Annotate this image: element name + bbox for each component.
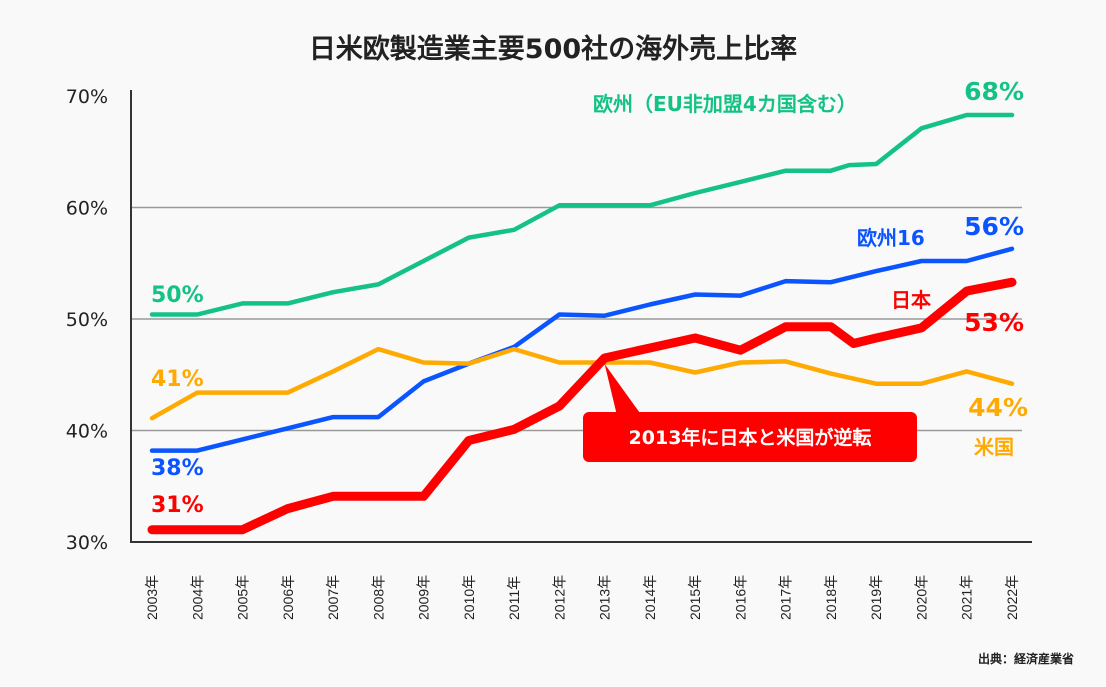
end-label-us: 44% — [968, 393, 1028, 422]
x-tick-label: 2017年 — [778, 575, 794, 620]
y-tick-label: 70% — [66, 86, 108, 108]
x-tick-label: 2015年 — [687, 575, 703, 620]
callout-pointer — [604, 364, 641, 414]
x-tick-label: 2022年 — [1004, 575, 1020, 620]
series-line-europe16 — [149, 246, 1015, 453]
start-label-europe-all: 50% — [151, 283, 204, 308]
x-tick-label: 2021年 — [959, 575, 975, 620]
end-label-europe-all: 68% — [964, 77, 1024, 106]
x-tick-label: 2016年 — [732, 575, 748, 620]
annotation-callout: 2013年に日本と米国が逆転 — [583, 364, 917, 462]
y-tick-label: 30% — [66, 532, 108, 554]
x-tick-label: 2008年 — [370, 575, 386, 620]
x-axis-ticks: 2003年 2004年 2005年 2006年 2007年 2008年 2009年 2010年… — [144, 575, 1020, 620]
series-name-label-japan: 日本 — [891, 288, 931, 312]
end-label-japan: 53% — [964, 308, 1024, 337]
y-tick-label: 50% — [66, 309, 108, 331]
series-name-label-europe16: 欧州16 — [857, 226, 925, 250]
x-tick-label: 2020年 — [913, 575, 929, 620]
series-name-label-us: 米国 — [974, 435, 1014, 459]
x-tick-label: 2013年 — [597, 575, 613, 620]
chart-title: 日米欧製造業主要500社の海外売上比率 — [309, 33, 797, 65]
x-tick-label: 2018年 — [823, 575, 839, 620]
x-tick-label: 2012年 — [551, 575, 567, 620]
x-tick-label: 2004年 — [189, 575, 205, 620]
x-tick-label: 2006年 — [280, 575, 296, 620]
x-tick-label: 2010年 — [461, 575, 477, 620]
source-note: 出典：経済産業省 — [978, 651, 1074, 666]
x-tick-label: 2009年 — [416, 575, 432, 620]
series-line-europe-all — [149, 112, 1015, 317]
callout-text: 2013年に日本と米国が逆転 — [629, 426, 872, 449]
y-tick-label: 40% — [66, 421, 108, 443]
x-tick-label: 2007年 — [325, 575, 341, 620]
start-label-europe16: 38% — [151, 456, 204, 481]
x-tick-label: 2005年 — [235, 575, 251, 620]
y-axis-ticks: 30% 40% 50% 60% 70% — [66, 86, 108, 554]
start-label-us: 41% — [151, 367, 204, 392]
end-label-europe16: 56% — [964, 212, 1024, 241]
x-tick-label: 2011年 — [506, 576, 522, 620]
callout-box — [583, 412, 917, 462]
x-tick-label: 2019年 — [868, 575, 884, 620]
series-line-us — [149, 346, 1015, 421]
start-label-japan: 31% — [151, 493, 204, 518]
x-tick-label: 2003年 — [144, 575, 160, 620]
x-tick-label: 2014年 — [642, 575, 658, 620]
series-lines — [147, 112, 1017, 535]
series-name-label-europe-all: 欧州（EU非加盟4カ国含む） — [593, 92, 857, 116]
y-tick-label: 60% — [66, 198, 108, 220]
